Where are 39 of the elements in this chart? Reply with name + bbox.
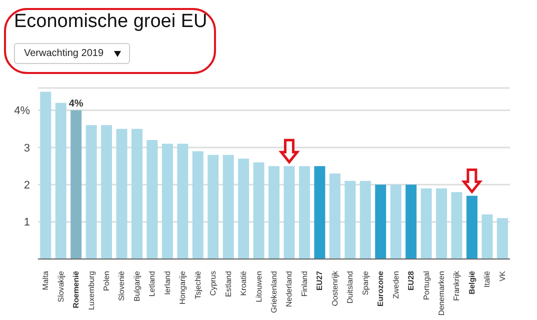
bar bbox=[496, 218, 508, 259]
y-tick-label: 3 bbox=[24, 142, 30, 154]
bar bbox=[375, 184, 386, 259]
bar bbox=[162, 144, 173, 259]
bar bbox=[177, 144, 188, 259]
bar bbox=[192, 151, 204, 259]
bar bbox=[131, 128, 142, 259]
chart-subtitle: Verwachting 2019 bbox=[24, 48, 104, 59]
bar bbox=[329, 174, 340, 259]
bar bbox=[146, 140, 158, 259]
bar bbox=[222, 154, 234, 259]
bar bbox=[238, 158, 250, 259]
bar bbox=[101, 125, 112, 259]
bar bbox=[253, 162, 264, 259]
bar bbox=[116, 128, 128, 259]
bar bbox=[55, 102, 66, 259]
bar bbox=[86, 125, 97, 259]
bar bbox=[298, 166, 310, 259]
y-tick-label: 1 bbox=[24, 216, 30, 229]
bar bbox=[451, 192, 462, 259]
bar bbox=[390, 184, 402, 259]
bar bbox=[314, 166, 326, 259]
bar bbox=[344, 180, 356, 259]
bar bbox=[40, 92, 52, 259]
bar bbox=[420, 188, 432, 259]
bar bbox=[436, 188, 448, 259]
chart-title: Economische groei EU bbox=[14, 11, 208, 33]
bar bbox=[70, 110, 82, 259]
bar bbox=[268, 166, 280, 259]
bar bbox=[360, 180, 371, 259]
bar bbox=[284, 166, 295, 259]
y-tick-label: 4% bbox=[14, 105, 30, 118]
data-label: 4% bbox=[68, 98, 84, 110]
bar bbox=[466, 196, 478, 259]
bar bbox=[482, 214, 493, 259]
y-tick-label: 2 bbox=[24, 180, 30, 192]
bar bbox=[208, 154, 219, 259]
bar bbox=[406, 184, 417, 259]
dropdown: Verwachting 2019 bbox=[14, 43, 130, 64]
